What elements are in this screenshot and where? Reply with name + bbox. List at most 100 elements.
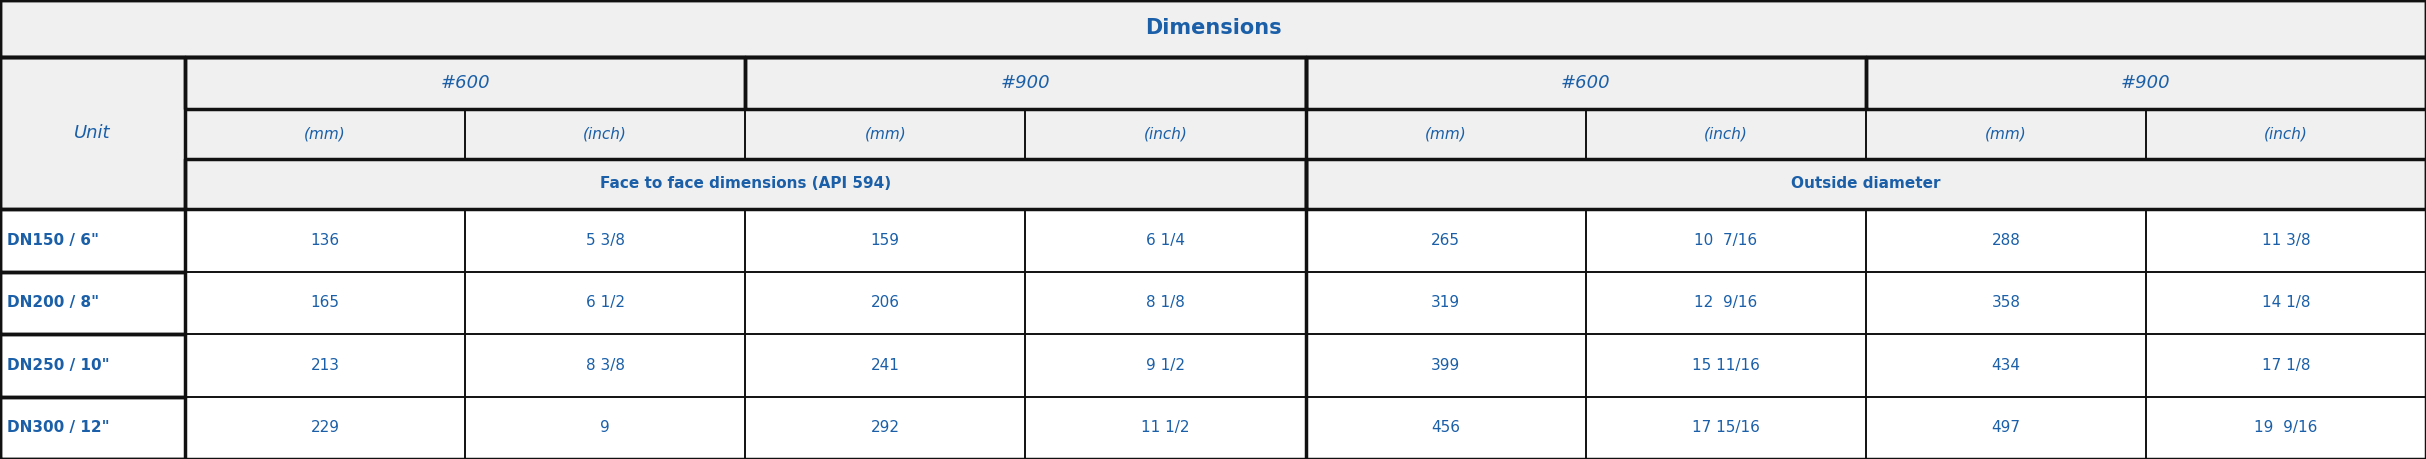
Text: 6 1/2: 6 1/2: [585, 295, 623, 310]
Bar: [2147, 109, 2426, 159]
Text: 206: 206: [871, 295, 900, 310]
Bar: [184, 272, 466, 334]
Bar: [184, 159, 1305, 209]
Bar: [466, 334, 745, 397]
Bar: [1305, 397, 1587, 459]
Text: #900: #900: [2120, 74, 2171, 92]
Bar: [466, 109, 745, 159]
Text: (inch): (inch): [2263, 127, 2307, 141]
Bar: [1866, 334, 2147, 397]
Bar: [1026, 397, 1305, 459]
Text: Dimensions: Dimensions: [1145, 18, 1281, 39]
Text: #600: #600: [439, 74, 490, 92]
Text: 8 3/8: 8 3/8: [585, 358, 623, 373]
Text: (inch): (inch): [582, 127, 628, 141]
Text: 456: 456: [1431, 420, 1460, 435]
Bar: [1305, 272, 1587, 334]
Text: #900: #900: [1000, 74, 1050, 92]
Text: 15 11/16: 15 11/16: [1691, 358, 1759, 373]
Bar: [745, 334, 1026, 397]
Text: DN150 / 6": DN150 / 6": [7, 233, 99, 248]
Bar: [745, 57, 1305, 109]
Bar: [0, 0, 2426, 57]
Text: Outside diameter: Outside diameter: [1790, 177, 1941, 191]
Bar: [1866, 272, 2147, 334]
Bar: [745, 272, 1026, 334]
Bar: [1305, 209, 1587, 272]
Text: 8 1/8: 8 1/8: [1145, 295, 1184, 310]
Bar: [1587, 109, 1866, 159]
Bar: [0, 397, 184, 459]
Text: DN250 / 10": DN250 / 10": [7, 358, 109, 373]
Text: #600: #600: [1560, 74, 1611, 92]
Text: 136: 136: [311, 233, 340, 248]
Bar: [0, 209, 184, 272]
Text: 10  7/16: 10 7/16: [1693, 233, 1756, 248]
Text: 6 1/4: 6 1/4: [1145, 233, 1184, 248]
Bar: [1026, 209, 1305, 272]
Text: 5 3/8: 5 3/8: [585, 233, 623, 248]
Bar: [466, 209, 745, 272]
Text: 17 1/8: 17 1/8: [2261, 358, 2310, 373]
Text: 399: 399: [1431, 358, 1460, 373]
Bar: [1305, 57, 1866, 109]
Text: 319: 319: [1431, 295, 1460, 310]
Text: 11 1/2: 11 1/2: [1140, 420, 1189, 435]
Bar: [184, 334, 466, 397]
Text: 497: 497: [1992, 420, 2021, 435]
Text: 165: 165: [311, 295, 340, 310]
Bar: [2147, 334, 2426, 397]
Bar: [1305, 109, 1587, 159]
Bar: [466, 272, 745, 334]
Text: 229: 229: [311, 420, 340, 435]
Bar: [184, 397, 466, 459]
Bar: [0, 272, 184, 334]
Bar: [466, 397, 745, 459]
Text: (inch): (inch): [1143, 127, 1186, 141]
Bar: [0, 57, 184, 209]
Bar: [745, 397, 1026, 459]
Text: 213: 213: [311, 358, 340, 373]
Bar: [1026, 334, 1305, 397]
Bar: [1587, 272, 1866, 334]
Text: 9 1/2: 9 1/2: [1145, 358, 1184, 373]
Text: 12  9/16: 12 9/16: [1693, 295, 1756, 310]
Text: 288: 288: [1992, 233, 2021, 248]
Text: 9: 9: [599, 420, 609, 435]
Text: 265: 265: [1431, 233, 1460, 248]
Bar: [2147, 397, 2426, 459]
Text: 159: 159: [871, 233, 900, 248]
Bar: [1587, 209, 1866, 272]
Text: (mm): (mm): [1984, 127, 2026, 141]
Text: (mm): (mm): [864, 127, 907, 141]
Bar: [1866, 57, 2426, 109]
Text: 17 15/16: 17 15/16: [1691, 420, 1759, 435]
Bar: [1305, 334, 1587, 397]
Bar: [1866, 209, 2147, 272]
Text: (inch): (inch): [1703, 127, 1747, 141]
Bar: [745, 109, 1026, 159]
Bar: [184, 209, 466, 272]
Text: Unit: Unit: [75, 124, 112, 142]
Bar: [2147, 209, 2426, 272]
Bar: [2147, 272, 2426, 334]
Bar: [1026, 272, 1305, 334]
Bar: [1587, 397, 1866, 459]
Text: 358: 358: [1992, 295, 2021, 310]
Text: 241: 241: [871, 358, 900, 373]
Bar: [1305, 159, 2426, 209]
Text: 14 1/8: 14 1/8: [2261, 295, 2310, 310]
Text: 19  9/16: 19 9/16: [2254, 420, 2317, 435]
Text: 292: 292: [871, 420, 900, 435]
Bar: [745, 209, 1026, 272]
Text: Face to face dimensions (API 594): Face to face dimensions (API 594): [599, 177, 890, 191]
Text: 434: 434: [1992, 358, 2021, 373]
Bar: [184, 109, 466, 159]
Bar: [0, 334, 184, 397]
Bar: [184, 57, 745, 109]
Text: (mm): (mm): [303, 127, 347, 141]
Bar: [1866, 109, 2147, 159]
Bar: [1866, 397, 2147, 459]
Bar: [1026, 109, 1305, 159]
Bar: [1587, 334, 1866, 397]
